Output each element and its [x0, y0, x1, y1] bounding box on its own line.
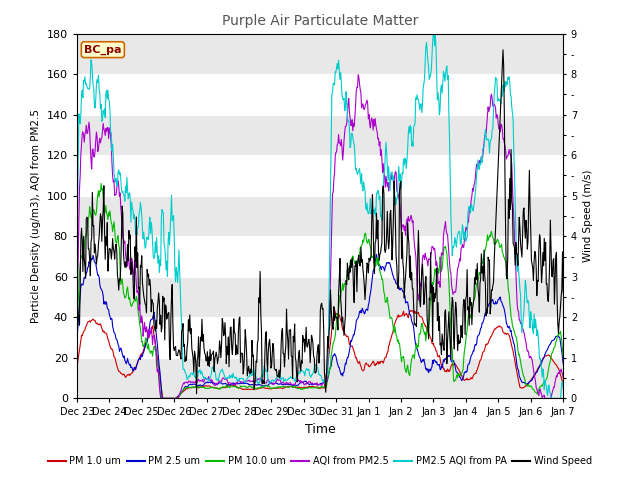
- Bar: [77, 196, 563, 236]
- Bar: [77, 277, 563, 317]
- Y-axis label: Wind Speed (m/s): Wind Speed (m/s): [582, 170, 593, 262]
- Legend: PM 1.0 um, PM 2.5 um, PM 10.0 um, AQI from PM2.5, PM2.5 AQI from PA, Wind Speed: PM 1.0 um, PM 2.5 um, PM 10.0 um, AQI fr…: [44, 453, 596, 470]
- Bar: [77, 115, 563, 155]
- Bar: [77, 358, 563, 398]
- X-axis label: Time: Time: [305, 423, 335, 436]
- Title: Purple Air Particulate Matter: Purple Air Particulate Matter: [222, 14, 418, 28]
- Bar: [77, 34, 563, 74]
- Text: BC_pa: BC_pa: [84, 45, 122, 55]
- Y-axis label: Particle Density (ug/m3), AQI from PM2.5: Particle Density (ug/m3), AQI from PM2.5: [31, 109, 41, 323]
